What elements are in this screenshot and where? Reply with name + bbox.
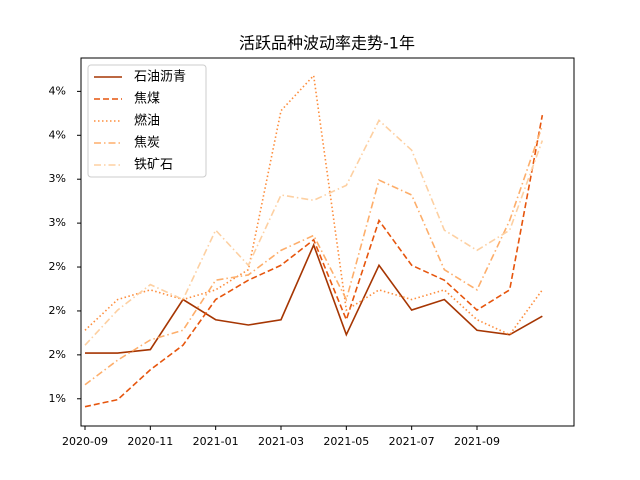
series-line xyxy=(85,242,543,354)
legend-label: 焦煤 xyxy=(134,92,160,107)
y-tick-label: 4% xyxy=(49,84,66,97)
y-tick-label: 1% xyxy=(49,392,66,405)
legend-label: 燃油 xyxy=(134,113,160,129)
chart-title: 活跃品种波动率走势-1年 xyxy=(239,34,415,53)
legend-label: 石油沥青 xyxy=(134,70,186,85)
x-tick-label: 2021-05 xyxy=(323,435,369,448)
x-tick-label: 2021-03 xyxy=(258,435,304,448)
x-tick-label: 2020-11 xyxy=(127,435,173,448)
series-line xyxy=(84,119,544,346)
y-tick-label: 3% xyxy=(49,216,66,229)
series-line xyxy=(84,114,544,408)
legend-label: 铁矿石 xyxy=(134,158,173,173)
series-line xyxy=(84,125,544,386)
x-tick-label: 2020-09 xyxy=(62,435,108,448)
y-tick-label: 4% xyxy=(49,128,66,141)
series-line xyxy=(84,73,543,336)
x-tick-label: 2021-07 xyxy=(389,435,435,448)
plot-frame xyxy=(80,57,575,427)
y-tick-label: 2% xyxy=(49,260,66,273)
x-tick-label: 2021-01 xyxy=(193,435,239,448)
x-tick-label: 2021-09 xyxy=(454,435,500,448)
y-tick-label: 3% xyxy=(49,172,66,185)
legend-box xyxy=(87,64,207,178)
y-tick-label: 2% xyxy=(49,348,66,361)
y-tick-label: 2% xyxy=(49,304,66,317)
legend-label: 焦炭 xyxy=(134,136,160,151)
